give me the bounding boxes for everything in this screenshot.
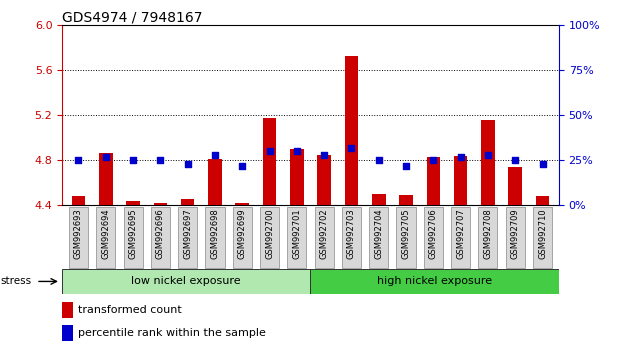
Bar (71, 196, 85, 205)
FancyBboxPatch shape (369, 207, 388, 268)
Point (128, 158, 138, 163)
FancyBboxPatch shape (233, 207, 252, 268)
Point (183, 161, 193, 167)
Bar (153, 203, 167, 205)
Text: GSM992706: GSM992706 (429, 209, 438, 259)
Text: GSM992697: GSM992697 (183, 209, 192, 259)
FancyBboxPatch shape (315, 207, 333, 268)
Text: GSM992699: GSM992699 (238, 209, 247, 259)
FancyBboxPatch shape (69, 207, 88, 268)
Bar (263, 119, 276, 205)
Text: GDS4974 / 7948167: GDS4974 / 7948167 (62, 11, 202, 25)
Bar (454, 156, 468, 205)
Bar (290, 149, 304, 205)
Bar (481, 120, 495, 205)
Bar (317, 155, 331, 205)
Bar (62, 325, 73, 341)
Text: transformed count: transformed count (78, 305, 182, 315)
Text: GSM992700: GSM992700 (265, 209, 274, 259)
Point (155, 158, 165, 163)
Point (73, 158, 83, 163)
FancyBboxPatch shape (342, 207, 361, 268)
Point (237, 163, 247, 169)
Text: low nickel exposure: low nickel exposure (132, 276, 241, 286)
Point (456, 154, 466, 159)
Bar (399, 195, 413, 205)
Text: GSM992696: GSM992696 (156, 209, 165, 259)
FancyBboxPatch shape (151, 207, 170, 268)
Point (374, 158, 384, 163)
FancyBboxPatch shape (260, 207, 279, 268)
Bar (99, 153, 112, 205)
FancyBboxPatch shape (124, 207, 143, 268)
Bar (235, 203, 249, 205)
Bar (310, 269, 559, 294)
Text: GSM992694: GSM992694 (101, 209, 111, 259)
Bar (427, 157, 440, 205)
Text: GSM992707: GSM992707 (456, 209, 465, 259)
Bar (509, 167, 522, 205)
FancyBboxPatch shape (178, 207, 197, 268)
Text: GSM992698: GSM992698 (211, 209, 219, 259)
FancyBboxPatch shape (288, 207, 306, 268)
Point (483, 152, 493, 158)
Text: GSM992701: GSM992701 (292, 209, 301, 259)
Bar (62, 302, 73, 318)
Bar (62, 269, 310, 294)
Text: GSM992702: GSM992702 (320, 209, 329, 259)
Point (538, 161, 548, 167)
Bar (372, 194, 386, 205)
Bar (181, 199, 194, 205)
Text: GSM992693: GSM992693 (74, 209, 83, 259)
Bar (208, 159, 222, 205)
FancyBboxPatch shape (533, 207, 552, 268)
Point (101, 154, 111, 159)
Text: percentile rank within the sample: percentile rank within the sample (78, 328, 266, 338)
FancyBboxPatch shape (451, 207, 470, 268)
Text: GSM992703: GSM992703 (347, 209, 356, 259)
Point (292, 148, 302, 154)
Bar (345, 56, 358, 205)
Text: high nickel exposure: high nickel exposure (377, 276, 492, 286)
FancyBboxPatch shape (424, 207, 443, 268)
Point (401, 163, 411, 169)
Point (428, 158, 438, 163)
Text: GSM992695: GSM992695 (129, 209, 138, 259)
Point (210, 152, 220, 158)
Bar (126, 201, 140, 205)
Text: GSM992704: GSM992704 (374, 209, 383, 259)
FancyBboxPatch shape (396, 207, 415, 268)
Text: GSM992708: GSM992708 (483, 209, 492, 259)
Text: GSM992709: GSM992709 (510, 209, 520, 259)
Point (265, 148, 274, 154)
FancyBboxPatch shape (505, 207, 525, 268)
Point (319, 152, 329, 158)
FancyBboxPatch shape (478, 207, 497, 268)
Point (510, 158, 520, 163)
Bar (536, 196, 550, 205)
Text: stress: stress (1, 276, 32, 286)
FancyBboxPatch shape (206, 207, 225, 268)
FancyBboxPatch shape (96, 207, 116, 268)
Text: GSM992705: GSM992705 (402, 209, 410, 259)
Point (347, 145, 356, 150)
Text: GSM992710: GSM992710 (538, 209, 547, 259)
